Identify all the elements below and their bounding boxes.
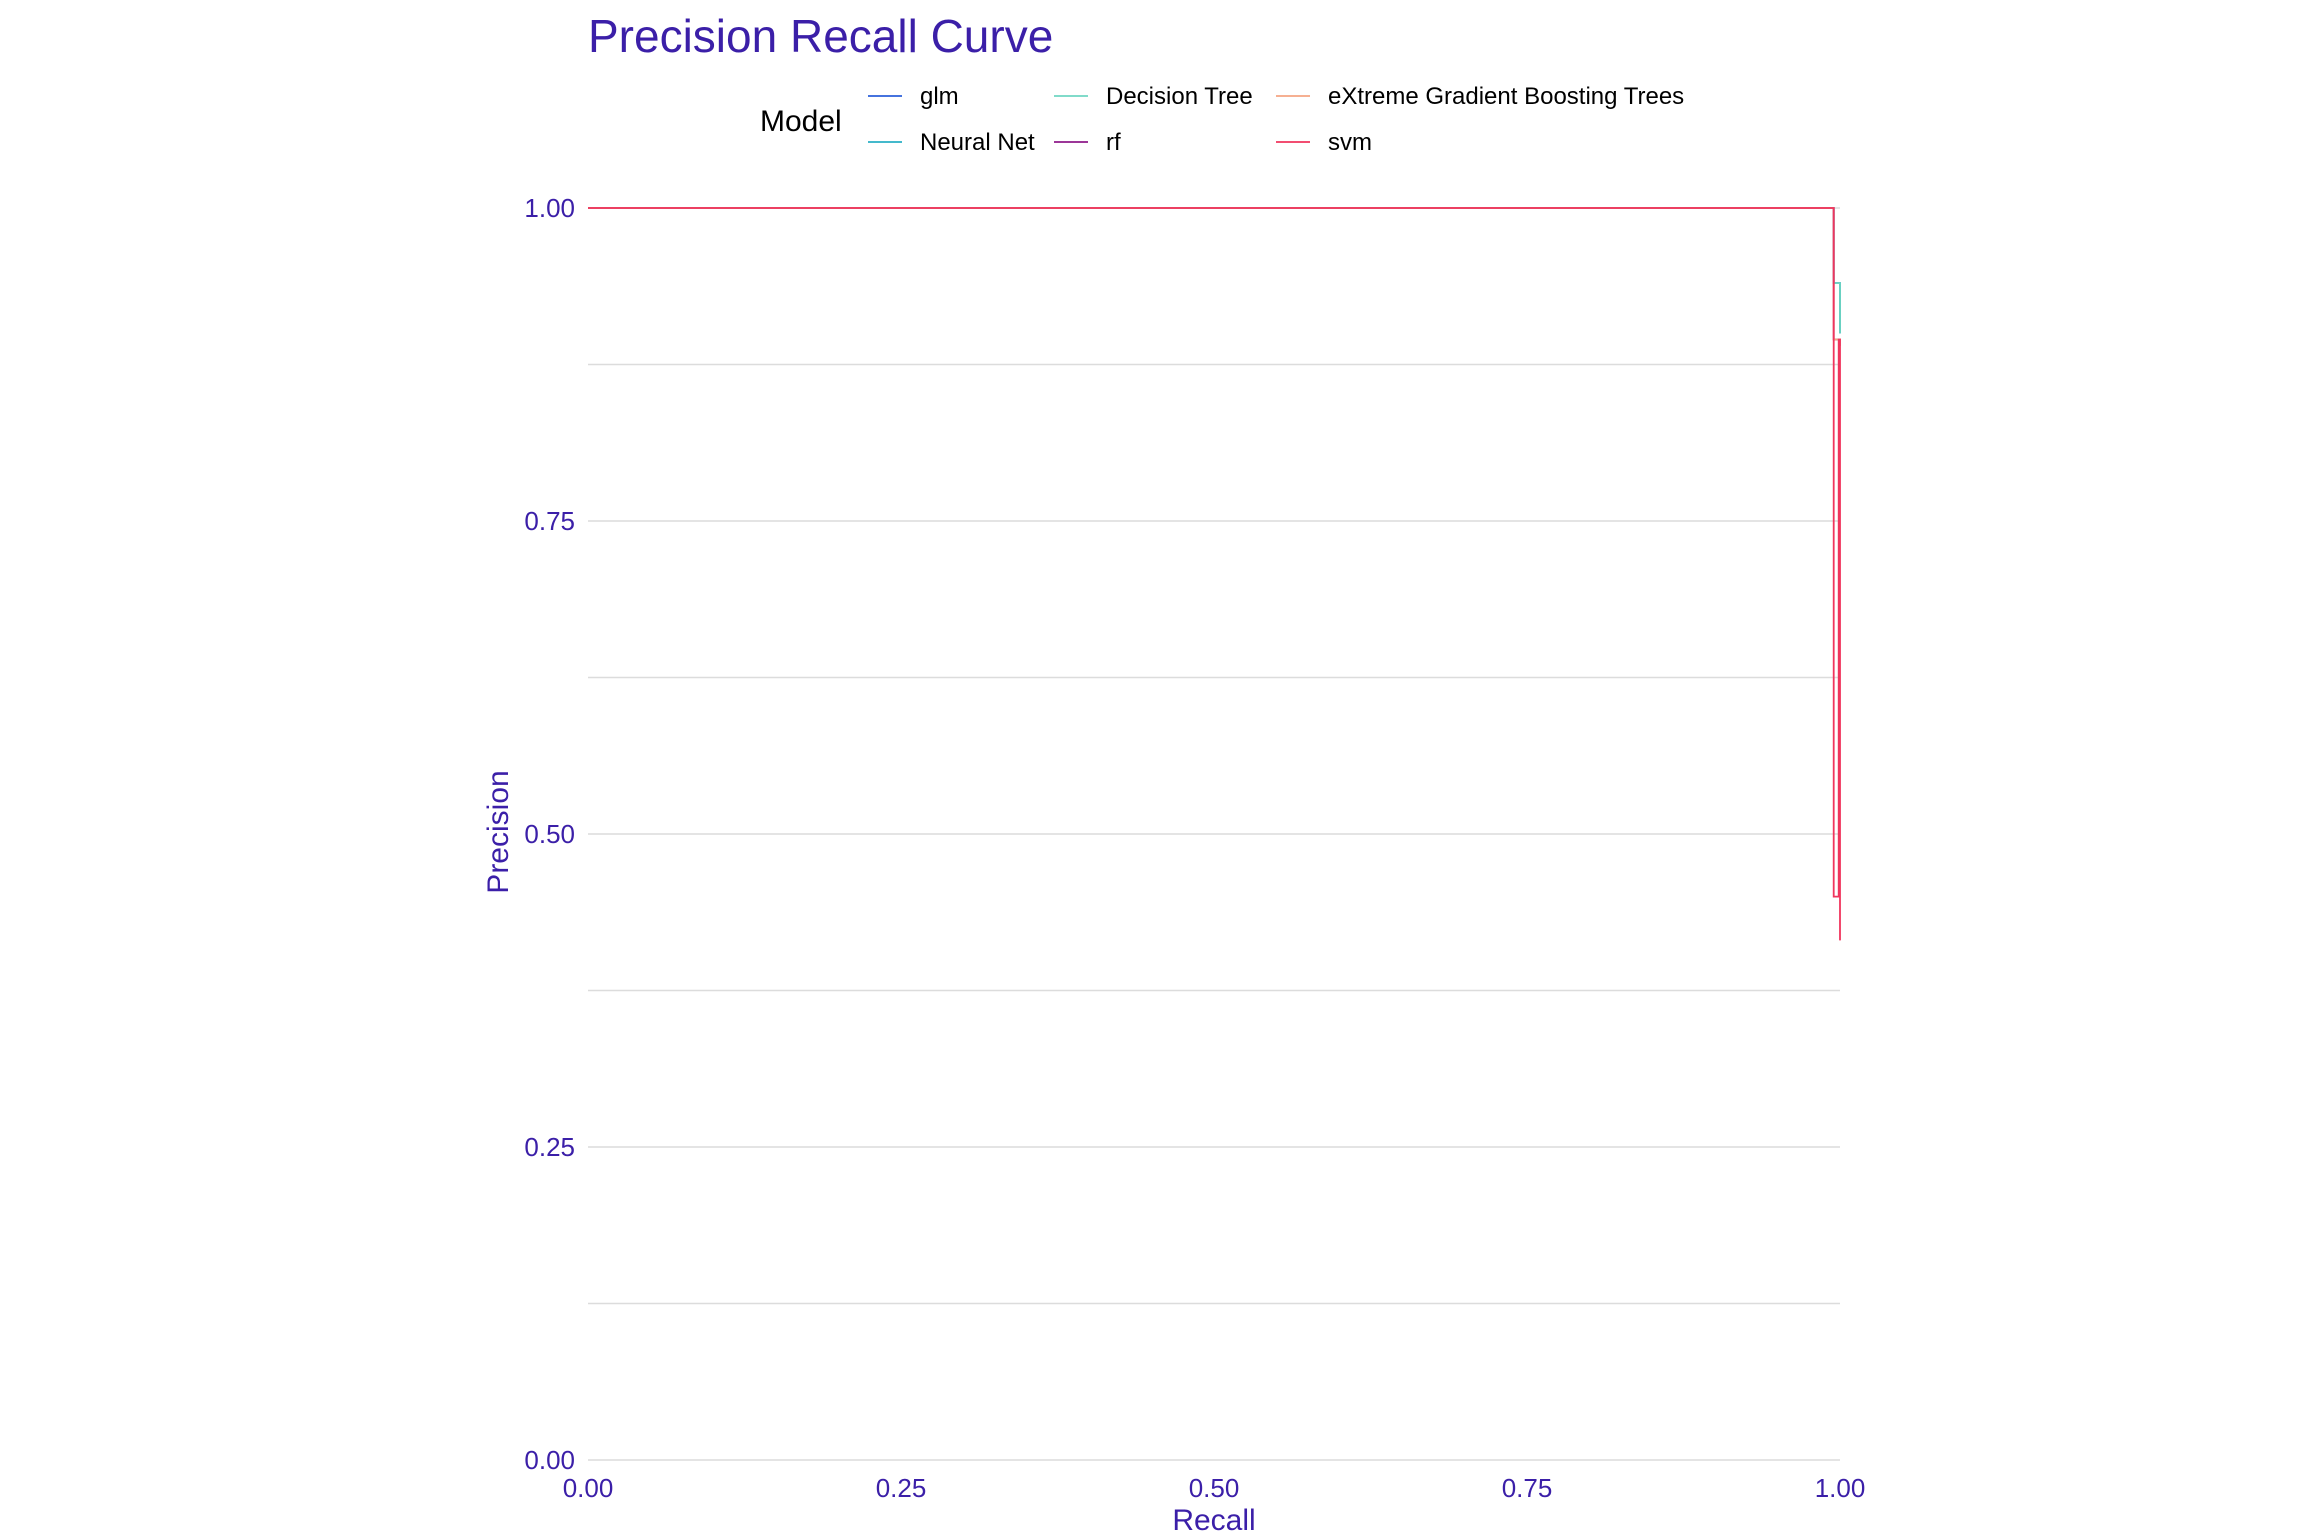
x-tick-label: 0.00	[563, 1473, 614, 1503]
y-axis-label: Precision	[482, 770, 515, 893]
legend-item-extreme-gradient-boosting-trees: eXtreme Gradient Boosting Trees	[1276, 83, 1684, 110]
series-lines	[588, 207, 1841, 941]
series-line-extreme-gradient-boosting-trees	[588, 207, 1841, 346]
legend-label: svm	[1328, 129, 1372, 156]
x-tick-label: 1.00	[1815, 1473, 1866, 1503]
legend-item-svm: svm	[1276, 129, 1372, 156]
x-tick-label: 0.25	[876, 1473, 927, 1503]
y-axis-ticks: 0.00 0.25 0.50 0.75 1.00	[524, 193, 575, 1475]
y-tick-label: 1.00	[524, 193, 575, 223]
y-tick-label: 0.00	[524, 1445, 575, 1475]
chart-title: Precision Recall Curve	[588, 10, 1053, 62]
x-tick-label: 0.75	[1502, 1473, 1553, 1503]
legend-item-glm: glm	[868, 83, 959, 110]
legend-item-decision-tree: Decision Tree	[1054, 83, 1253, 110]
y-tick-label: 0.50	[524, 819, 575, 849]
legend-label: glm	[920, 83, 959, 110]
x-axis-label: Recall	[1172, 1504, 1255, 1536]
series-line-neural-net	[588, 207, 1841, 334]
series-line-rf	[588, 207, 1841, 346]
legend-label: rf	[1106, 129, 1121, 156]
legend-label: eXtreme Gradient Boosting Trees	[1328, 83, 1684, 110]
legend: Model glm Neural Net Decision Tree rf eXtrem…	[760, 83, 1684, 156]
legend-item-rf: rf	[1054, 129, 1121, 156]
legend-label: Decision Tree	[1106, 83, 1253, 110]
series-line-decision-tree	[588, 207, 1841, 334]
legend-item-neural-net: Neural Net	[868, 129, 1035, 156]
series-line-glm	[588, 207, 1841, 334]
x-axis-ticks: 0.00 0.25 0.50 0.75 1.00	[563, 1473, 1866, 1503]
gridlines	[588, 207, 1840, 1461]
y-tick-label: 0.75	[524, 506, 575, 536]
legend-label: Neural Net	[920, 129, 1035, 156]
legend-title: Model	[760, 105, 842, 138]
y-tick-label: 0.25	[524, 1132, 575, 1162]
x-tick-label: 0.50	[1189, 1473, 1240, 1503]
series-line-svm	[588, 207, 1841, 941]
